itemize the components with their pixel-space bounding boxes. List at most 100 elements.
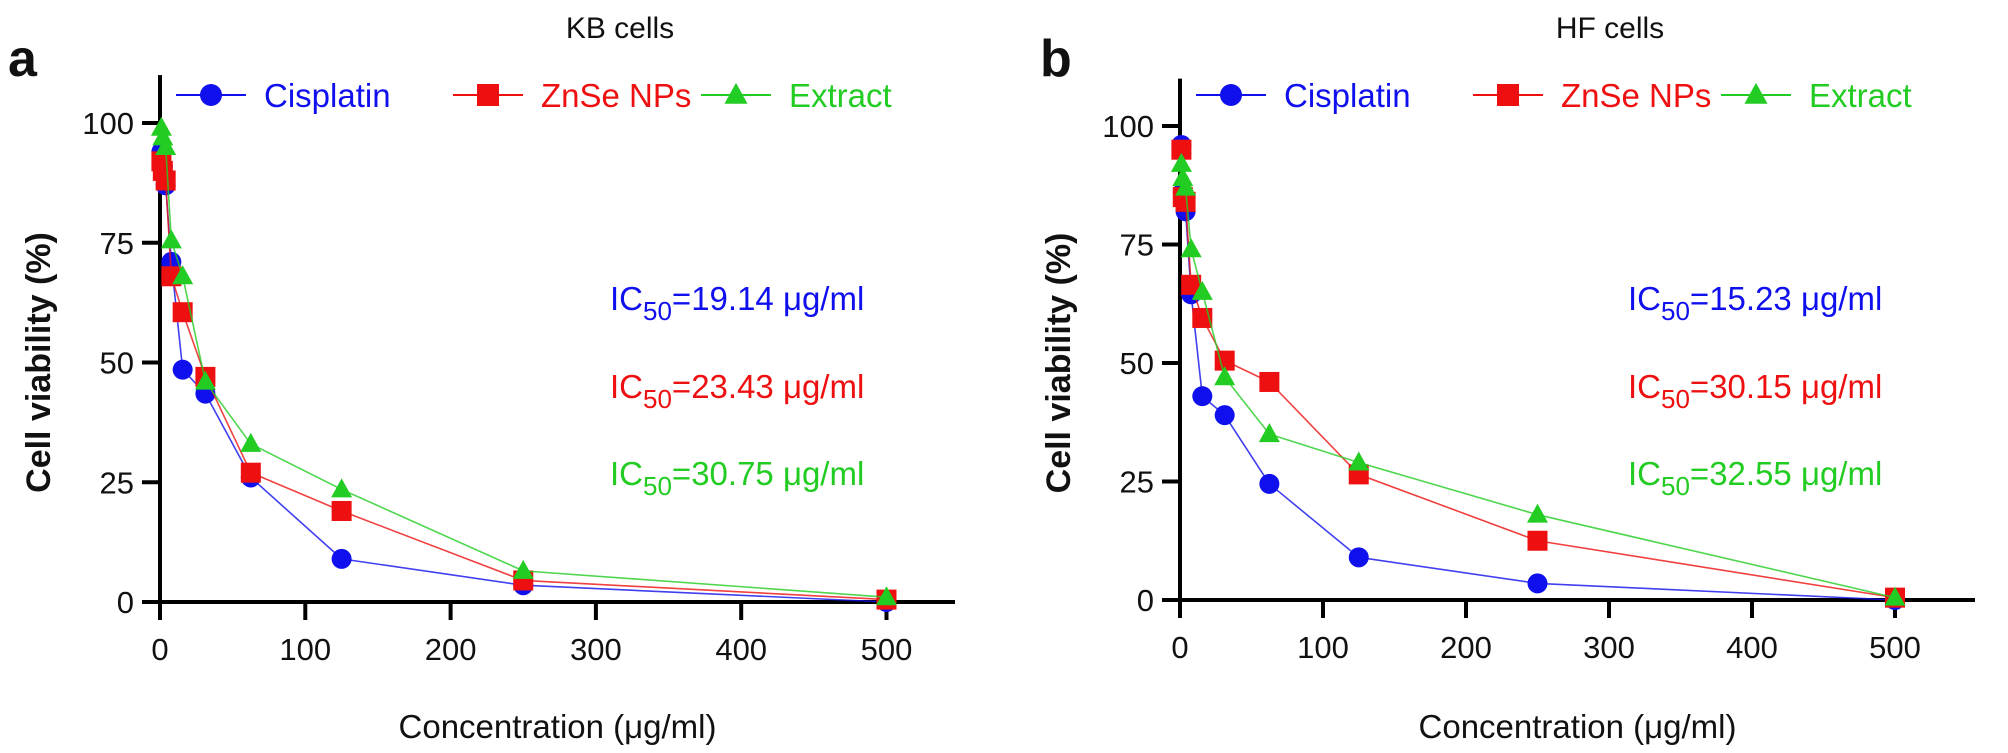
chart-panel-b: b HF cells 0 25 50 75 100 0 100 200 300 400 500 Conce… [1040, 12, 1975, 745]
data-point [155, 135, 177, 155]
chart-title: KB cells [566, 12, 674, 45]
data-point [1527, 573, 1548, 594]
ic50-annotation: IC50=30.15 μg/ml [1628, 368, 1882, 414]
y-tick-label: 50 [100, 346, 134, 381]
y-tick-label: 25 [1120, 465, 1154, 500]
x-tick-label: 0 [151, 632, 168, 667]
ic50-prefix: IC [1628, 368, 1661, 405]
legend-label: Cisplatin [1284, 77, 1411, 114]
data-point [331, 548, 352, 569]
panel-label: a [8, 30, 38, 88]
ic50-value: =30.15 μg/ml [1690, 368, 1882, 405]
chart-panel-a: a KB cells 0 25 50 75 100 0 100 200 300 400 500 Conce… [8, 12, 955, 745]
legend-marker [477, 84, 499, 106]
legend-label: Cisplatin [264, 77, 391, 114]
ic50-annotation: IC50=15.23 μg/ml [1628, 280, 1882, 326]
data-point [150, 116, 172, 136]
ic50-prefix: IC [610, 455, 643, 492]
data-point [1348, 547, 1369, 568]
data-point [194, 370, 216, 390]
legend-label: ZnSe NPs [541, 77, 691, 114]
panel-label: b [1040, 30, 1072, 88]
data-point [1175, 191, 1196, 212]
y-tick-label: 100 [82, 106, 134, 141]
data-point [1348, 451, 1370, 471]
data-point [512, 559, 534, 579]
data-point [1170, 152, 1192, 172]
ic50-value: =19.14 μg/ml [672, 280, 864, 317]
x-tick-label: 100 [1297, 630, 1349, 665]
ic50-prefix: IC [610, 280, 643, 317]
data-point [1192, 386, 1213, 407]
data-point [1259, 473, 1280, 494]
data-point [331, 500, 352, 521]
legend: Cisplatin ZnSe NPs Extract [1196, 77, 1912, 114]
data-point [1214, 405, 1235, 426]
data-point [1191, 280, 1213, 300]
data-point [172, 302, 193, 323]
chart-title: HF cells [1556, 12, 1664, 45]
data-point [160, 229, 182, 249]
legend-marker [1497, 84, 1519, 106]
x-tick-label: 100 [279, 632, 331, 667]
y-tick-label: 100 [1102, 109, 1154, 144]
data-point [1259, 371, 1280, 392]
legend-marker [200, 84, 222, 106]
x-tick-label: 200 [425, 632, 477, 667]
ic50-subscript: 50 [643, 471, 672, 501]
x-axis-label: Concentration (μg/ml) [1419, 708, 1737, 745]
legend-label: Extract [789, 77, 892, 114]
data-point [1175, 176, 1197, 196]
series-znse-nps [1171, 139, 1905, 608]
legend-label: Extract [1809, 77, 1912, 114]
ic50-value: =15.23 μg/ml [1690, 280, 1882, 317]
x-tick-label: 300 [570, 632, 622, 667]
ic50-value: =23.43 μg/ml [672, 368, 864, 405]
data-point [172, 265, 194, 285]
ic50-prefix: IC [1628, 280, 1661, 317]
series-extract [150, 116, 897, 606]
ic50-annotation: IC50=32.55 μg/ml [1628, 455, 1882, 501]
ic50-subscript: 50 [643, 384, 672, 414]
legend-marker [1744, 82, 1768, 104]
x-tick-label: 400 [1726, 630, 1778, 665]
data-point [1258, 423, 1280, 443]
data-point [1181, 274, 1202, 295]
data-point [331, 478, 353, 498]
legend-label: ZnSe NPs [1561, 77, 1711, 114]
data-point [1171, 139, 1192, 160]
x-tick-label: 500 [861, 632, 913, 667]
data-point [1884, 586, 1906, 606]
y-tick-label: 25 [100, 465, 134, 500]
y-tick-label: 75 [100, 226, 134, 261]
y-axis-label: Cell viability (%) [20, 232, 58, 493]
ic50-prefix: IC [1628, 455, 1661, 492]
y-tick-label: 50 [1120, 346, 1154, 381]
data-point [1214, 366, 1236, 386]
ic50-subscript: 50 [1661, 471, 1690, 501]
data-point [1527, 503, 1548, 523]
ic50-prefix: IC [610, 368, 643, 405]
y-axis-label: Cell viability (%) [1040, 233, 1078, 494]
x-tick-label: 300 [1583, 630, 1635, 665]
data-point [172, 359, 193, 380]
y-tick-label: 75 [1120, 228, 1154, 263]
ic50-annotation: IC50=23.43 μg/ml [610, 368, 864, 414]
x-tick-label: 200 [1440, 630, 1492, 665]
data-point [240, 432, 262, 452]
x-tick-label: 0 [1171, 630, 1188, 665]
data-point [1180, 238, 1202, 258]
ic50-value: =30.75 μg/ml [672, 455, 864, 492]
y-tick-label: 0 [1137, 583, 1154, 618]
legend-marker [724, 82, 748, 104]
y-tick-label: 0 [117, 585, 134, 620]
x-axis-label: Concentration (μg/ml) [399, 708, 717, 745]
ic50-value: =32.55 μg/ml [1690, 455, 1882, 492]
legend: Cisplatin ZnSe NPs Extract [176, 77, 892, 114]
legend-marker [1220, 84, 1242, 106]
data-point [155, 170, 176, 191]
x-tick-label: 400 [715, 632, 767, 667]
series-line [160, 127, 887, 599]
ic50-subscript: 50 [1661, 384, 1690, 414]
